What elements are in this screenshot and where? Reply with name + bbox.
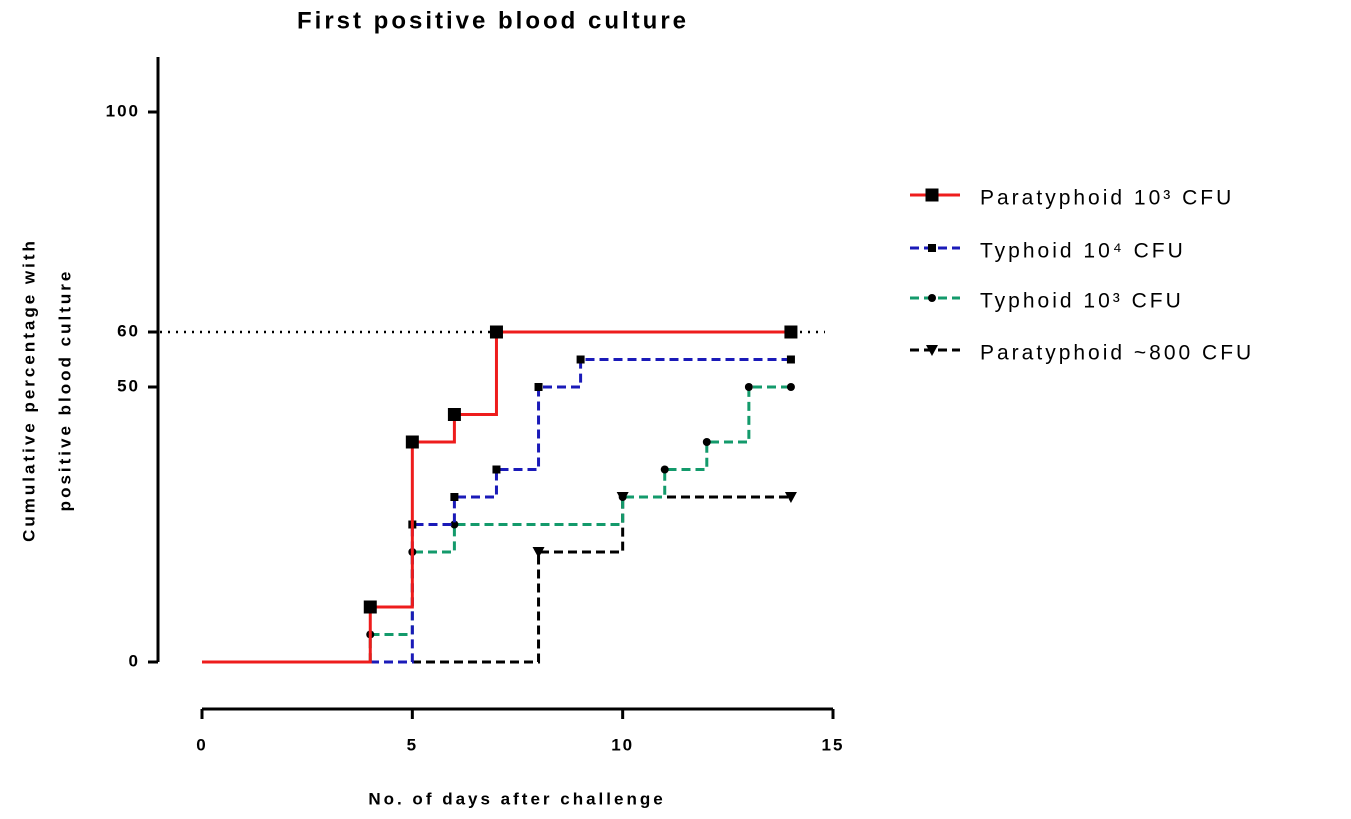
marker [450,493,459,501]
marker [576,355,585,364]
y-axis-label: positive blood culture [55,269,74,512]
legend-label: Typhoid 10³ CFU [980,290,1184,313]
marker [784,325,798,339]
y-axis-label: Cumulative percentage with [19,238,38,542]
x-tick-label: 0 [196,735,207,754]
y-tick-label: 50 [117,376,140,395]
x-axis-label: No. of days after challenge [368,789,665,808]
marker [702,438,711,446]
y-tick-label: 100 [106,101,140,120]
marker [744,383,753,391]
y-tick-label: 60 [117,321,140,340]
x-tick-label: 5 [407,735,418,754]
series-line [202,385,791,664]
legend-marker [926,345,938,356]
series-line [202,495,791,664]
marker [492,465,501,474]
marker [450,520,459,529]
legend-marker [928,294,936,302]
legend-marker [928,244,936,252]
marker [534,383,543,391]
marker [786,355,795,364]
marker [660,465,669,474]
x-tick-label: 10 [611,735,634,754]
legend-label: Paratyphoid 10³ CFU [980,187,1234,210]
marker [786,383,795,391]
marker [784,492,797,503]
legend-marker [925,188,939,202]
chart-title: First positive blood culture [297,7,689,34]
marker [489,325,503,339]
legend-label: Typhoid 10⁴ CFU [980,240,1186,263]
series-line [202,330,791,664]
marker [363,600,377,614]
marker [532,547,545,558]
marker [405,435,419,449]
legend-label: Paratyphoid ~800 CFU [980,342,1254,365]
marker [618,493,627,501]
marker [447,408,461,421]
y-tick-label: 0 [129,651,140,670]
x-tick-label: 15 [822,735,845,754]
